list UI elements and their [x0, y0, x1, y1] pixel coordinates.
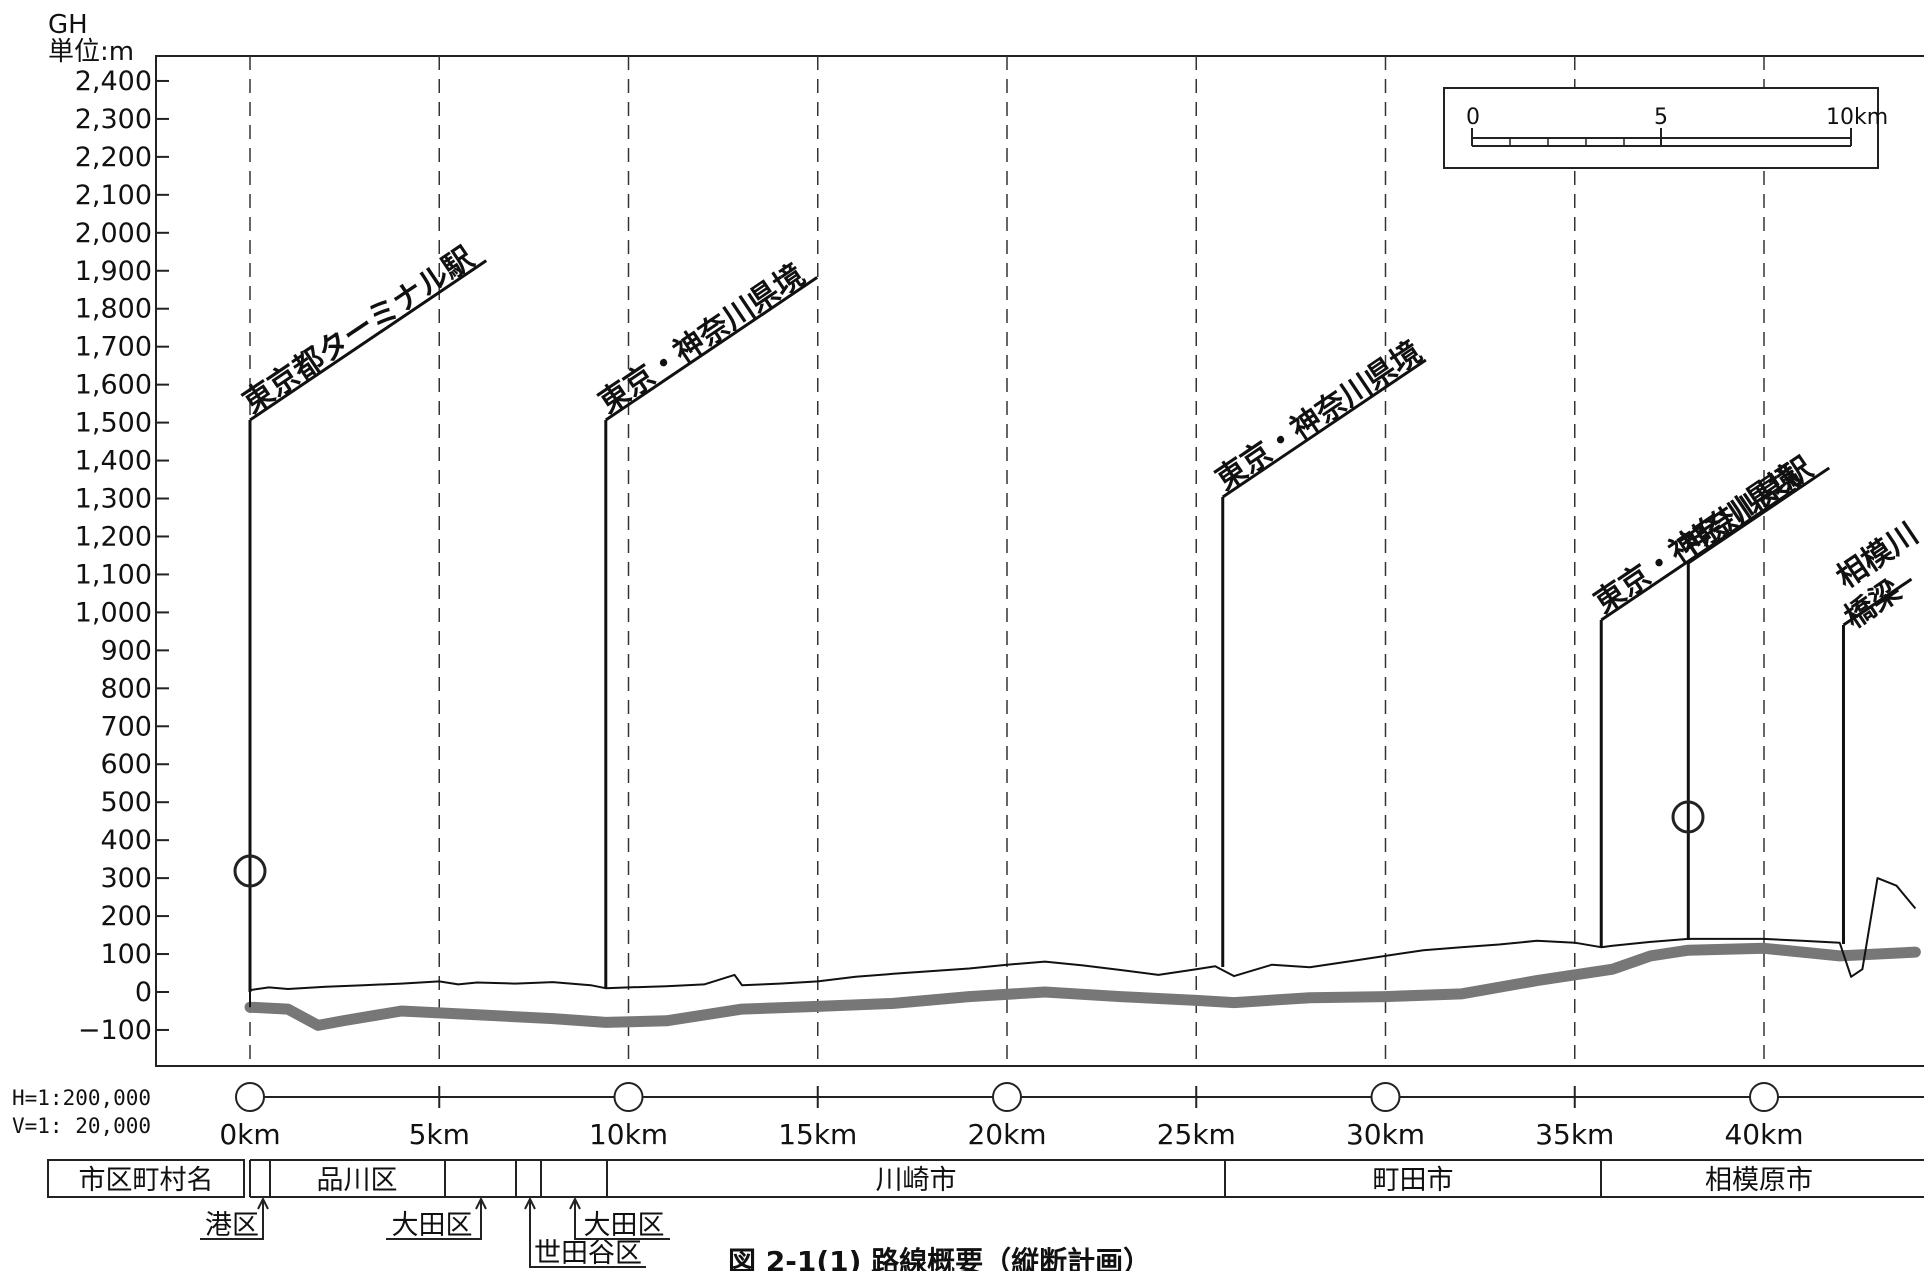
scale-bar-label-10: 10km — [1826, 105, 1888, 130]
y-tick-label: 500 — [100, 787, 152, 818]
y-tick-label: 700 — [100, 711, 152, 742]
vertical-scale-note: V=1: 20,000 — [12, 1114, 151, 1138]
km-label: 5km — [409, 1118, 470, 1151]
municipality-header-box — [47, 1159, 245, 1198]
pointer-arrow-minato — [200, 1196, 269, 1240]
municipality-machida: 町田市 — [1373, 1165, 1454, 1196]
y-tick-label: 1,900 — [75, 256, 152, 287]
figure-caption: 図 2-1(1) 路線概要（縦断計画） — [728, 1245, 1151, 1271]
callout-label: 東京・神奈川県境 — [593, 257, 812, 420]
km-label: 15km — [778, 1118, 857, 1151]
station-marker-circle — [1671, 800, 1705, 834]
y-tick-label: 2,300 — [75, 104, 152, 135]
y-tick-label: 1,100 — [75, 559, 152, 590]
route-line — [244, 942, 1921, 1031]
y-tick-label: 1,400 — [75, 446, 152, 477]
station-marker-circle — [233, 854, 267, 888]
y-tick-label: 900 — [100, 635, 152, 666]
y-tick-label: 1,000 — [75, 597, 152, 628]
horizontal-scale-note: H=1:200,000 — [12, 1086, 151, 1110]
km-label: 20km — [967, 1118, 1046, 1151]
km-label: 25km — [1157, 1118, 1236, 1151]
y-tick-label: 800 — [100, 673, 152, 704]
y-tick-label: 2,200 — [75, 142, 152, 173]
municipality-row: 市区町村名 品川区 川崎市 町田市 相模原市 — [47, 1159, 1924, 1198]
scale-bar-label-5: 5 — [1654, 105, 1668, 130]
y-tick-label: 2,000 — [75, 218, 152, 249]
y-tick-label: −100 — [78, 1015, 152, 1046]
callout-underline — [249, 259, 488, 422]
y-tick-label: 1,300 — [75, 484, 152, 515]
scale-bar: 0 5 10km — [1443, 87, 1888, 169]
municipality-pointers: 港区 大田区 世田谷区 大田区 — [200, 1196, 670, 1269]
pointer-label-ota-1: 大田区 — [392, 1210, 473, 1241]
callout-label: 神奈川県駅 — [1675, 451, 1819, 564]
y-tick-label: 200 — [100, 901, 152, 932]
pointer-label-ota-2: 大田区 — [584, 1210, 665, 1241]
km-label: 0km — [219, 1118, 280, 1151]
pointer-label-minato: 港区 — [205, 1210, 259, 1241]
y-tick-label: 400 — [100, 825, 152, 856]
callout-underline — [1221, 358, 1427, 499]
pointer-arrow-ota-2 — [569, 1196, 670, 1240]
y-tick-label: 600 — [100, 749, 152, 780]
y-tick-label: 1,500 — [75, 408, 152, 439]
y-tick-label: 100 — [100, 939, 152, 970]
axis-head-unit: 単位:m — [48, 37, 134, 67]
y-tick-label: 0 — [135, 977, 152, 1008]
km-label: 10km — [589, 1118, 668, 1151]
y-tick-label: 1,700 — [75, 332, 152, 363]
y-tick-label: 2,400 — [75, 66, 152, 97]
municipality-shinagawa: 品川区 — [317, 1165, 398, 1196]
callout-underline — [1842, 577, 1913, 627]
km-axis-circle — [1370, 1082, 1401, 1112]
plot-frame — [155, 55, 1924, 1067]
municipality-kawasaki: 川崎市 — [876, 1165, 957, 1196]
km-axis-circle — [992, 1082, 1022, 1112]
km-label: 40km — [1724, 1118, 1803, 1151]
municipality-header: 市区町村名 — [79, 1165, 214, 1196]
y-axis: 2,400 2,300 2,200 2,100 2,000 1,900 1,800 1,700… — [75, 66, 169, 1046]
y-tick-label: 300 — [100, 863, 152, 894]
municipality-sagamihara: 相模原市 — [1705, 1165, 1813, 1196]
km-axis-circle — [613, 1082, 644, 1112]
scale-bar-label-0: 0 — [1466, 105, 1480, 130]
pointer-arrow-ota-1 — [386, 1196, 487, 1240]
ground-line — [249, 877, 1917, 992]
km-label: 30km — [1346, 1118, 1425, 1151]
km-axis: 0km 5km 10km 15km 20km 25km 30km 35km 40km — [219, 1082, 1804, 1151]
y-tick-label: 2,100 — [75, 180, 152, 211]
callout-label: 東京・神奈川県境 — [1210, 334, 1429, 497]
km-axis-circle — [1749, 1082, 1779, 1112]
km-label: 35km — [1535, 1118, 1614, 1151]
y-tick-label: 1,600 — [75, 370, 152, 401]
y-tick-label: 1,200 — [75, 521, 152, 552]
callout-underline — [604, 276, 819, 422]
axis-head-line1: GH — [48, 10, 88, 40]
callout-label: 東京都ターミナル駅 — [237, 241, 480, 421]
km-gridlines — [249, 56, 1765, 1066]
profile-series — [244, 877, 1921, 1031]
pointer-arrow-setagaya — [524, 1196, 646, 1268]
callout-underline — [1687, 466, 1831, 565]
y-tick-label: 1,800 — [75, 294, 152, 325]
pointer-label-setagaya: 世田谷区 — [534, 1238, 642, 1269]
km-axis-circle — [235, 1082, 265, 1112]
